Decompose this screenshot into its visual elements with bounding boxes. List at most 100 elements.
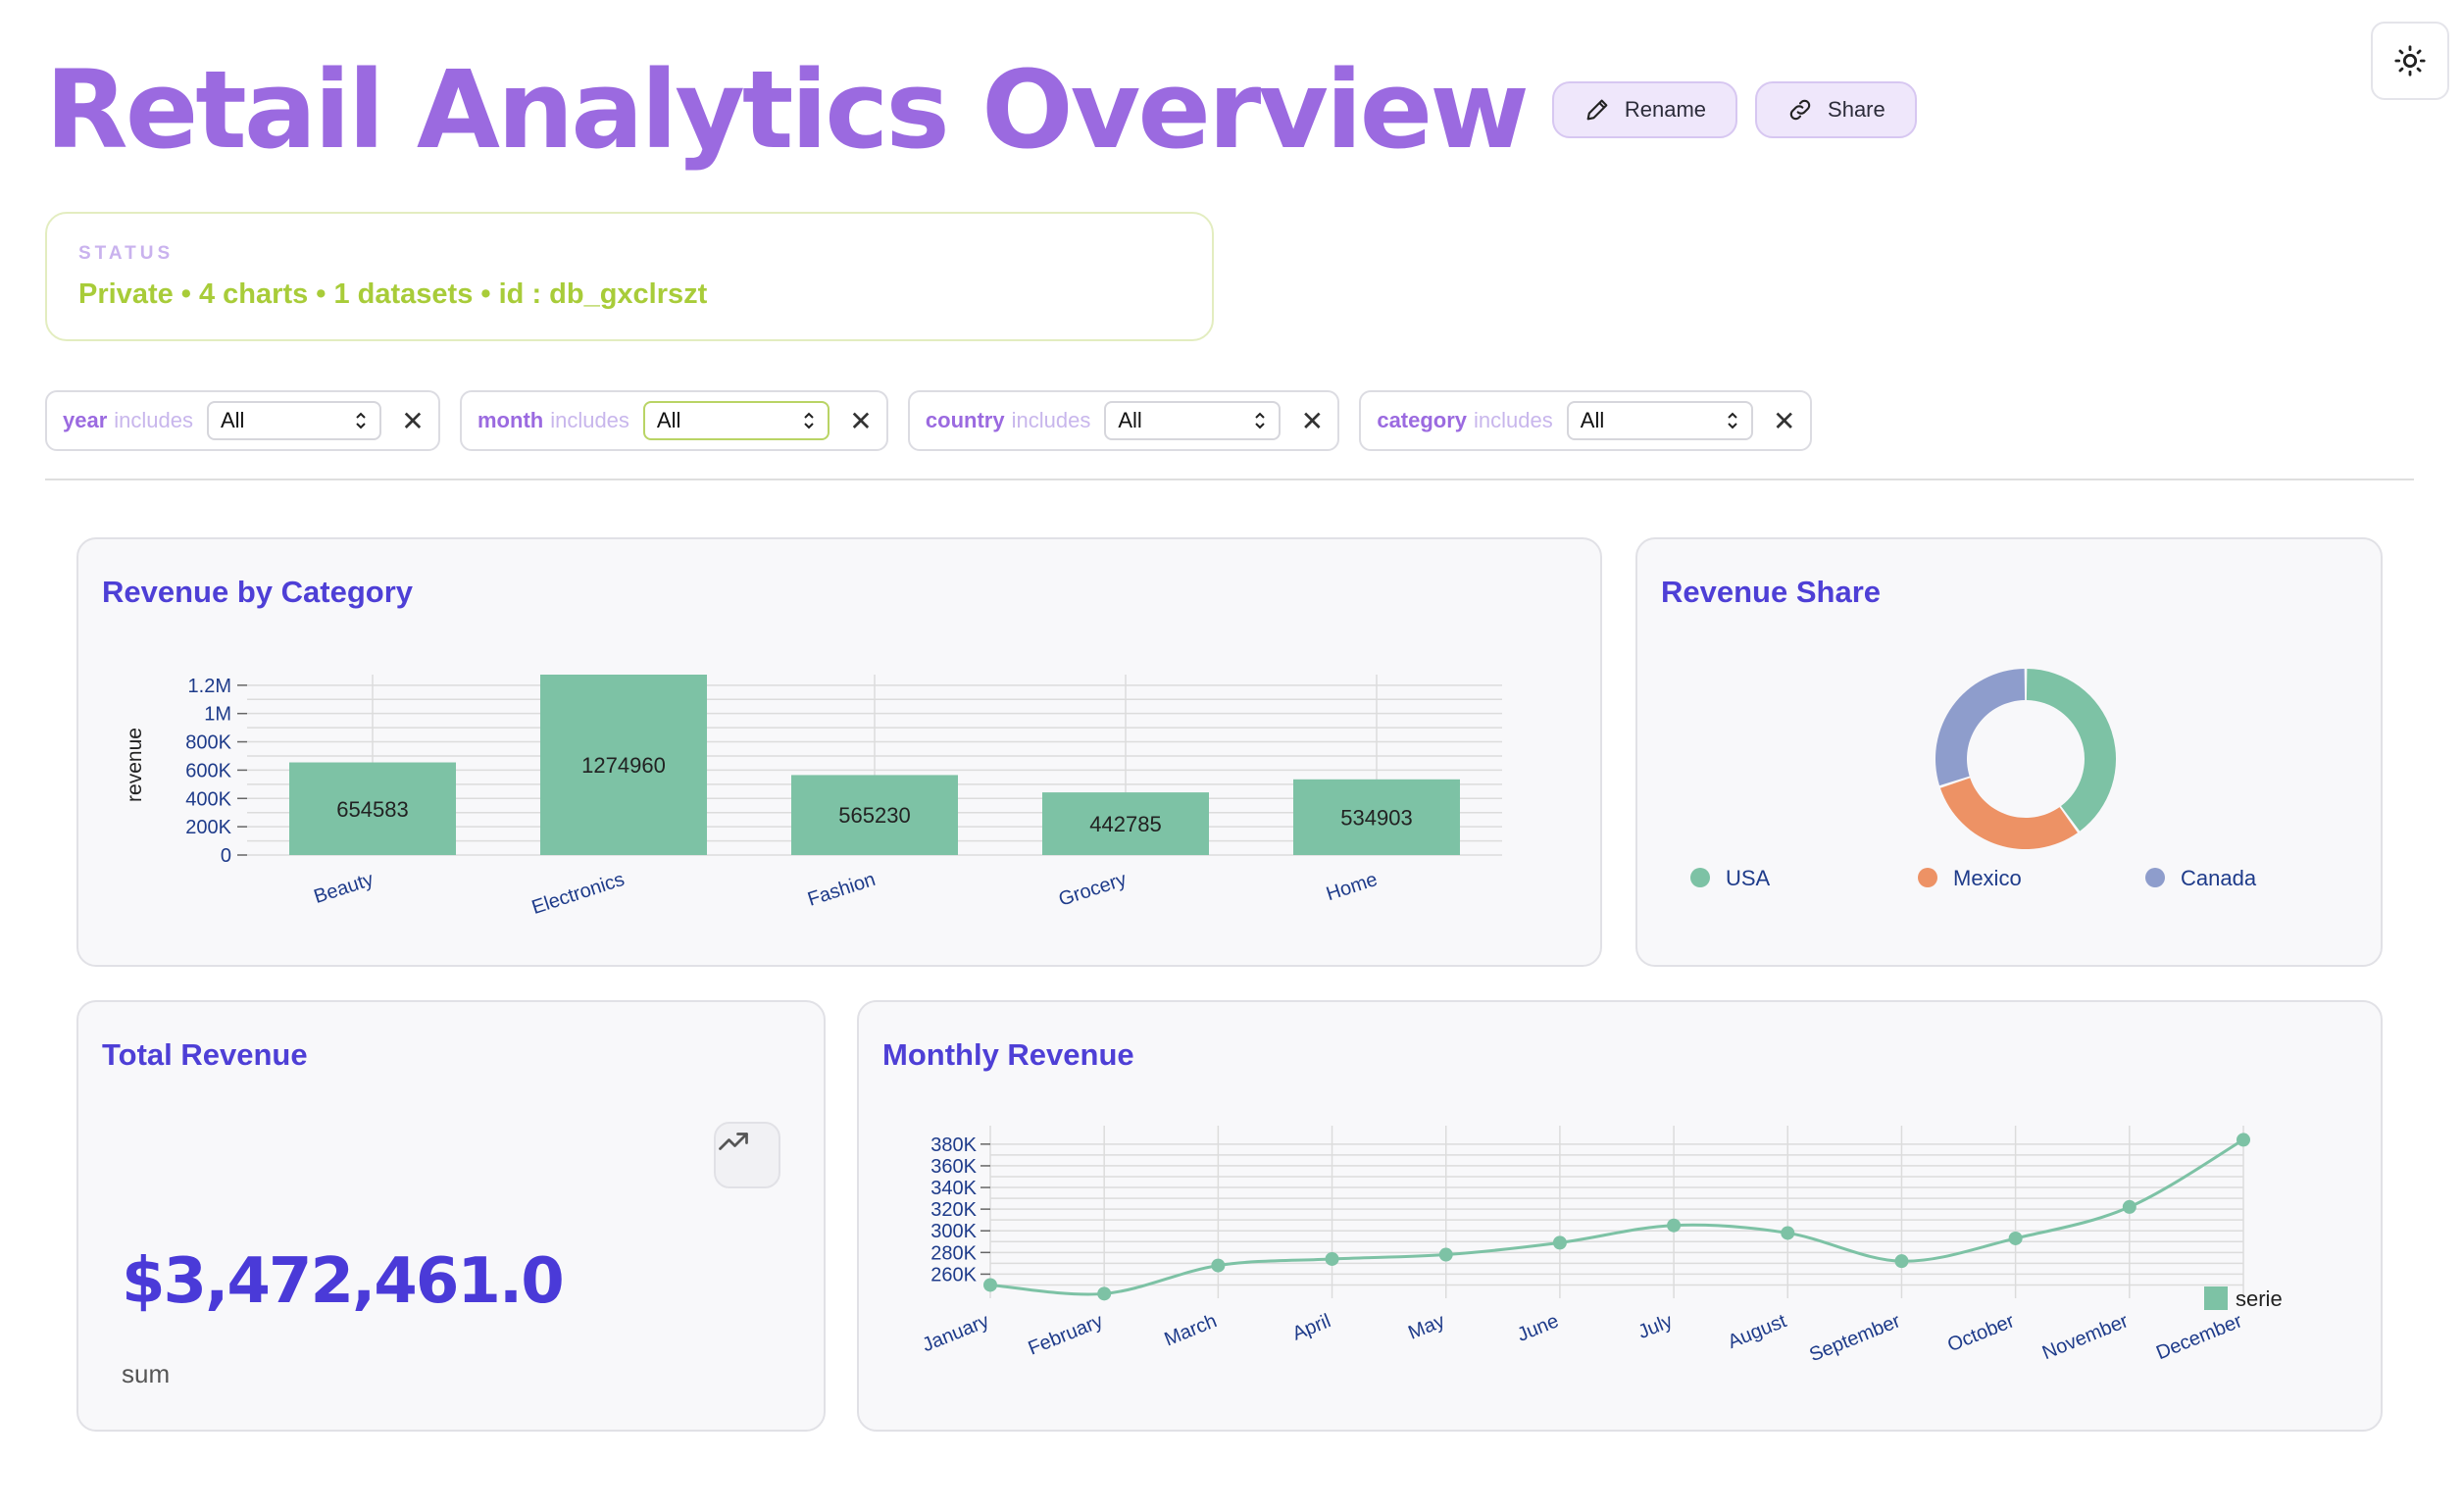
bar-value-label: 565230 (838, 803, 910, 828)
y-tick-label: 0 (221, 845, 231, 867)
filter-field: year (63, 408, 108, 432)
legend-label: USA (1726, 866, 1771, 890)
y-tick-label: 600K (185, 760, 231, 781)
filter-category: category includes All ✕ (1359, 390, 1812, 451)
legend-swatch (1690, 868, 1710, 887)
filter-category-select[interactable]: All (1566, 401, 1753, 440)
y-axis-label: revenue (124, 728, 146, 802)
chevron-updown-icon (1255, 412, 1266, 429)
x-tick-label: February (1026, 1310, 1106, 1359)
data-point (1211, 1258, 1226, 1273)
pie-slice (1935, 669, 2026, 786)
trend-button[interactable] (714, 1122, 780, 1188)
x-tick-label: October (1944, 1310, 2018, 1356)
pie-slice (1939, 778, 2078, 850)
theme-toggle-button[interactable] (2371, 22, 2449, 100)
close-icon[interactable]: ✕ (1773, 405, 1796, 436)
page-title: Retail Analytics Overview (45, 47, 1530, 173)
y-tick-label: 200K (185, 817, 231, 838)
close-icon[interactable]: ✕ (401, 405, 425, 436)
x-tick-label: Grocery (1056, 869, 1129, 911)
legend-label: Mexico (1953, 866, 2022, 890)
rename-label: Rename (1624, 97, 1707, 122)
bar (289, 762, 456, 855)
bar (1042, 792, 1209, 855)
share-button[interactable]: Share (1755, 81, 1917, 138)
x-tick-label: July (1635, 1310, 1676, 1343)
data-point (1667, 1218, 1682, 1233)
bar (791, 775, 958, 855)
card-total-revenue: Total Revenue $3,472,461.0 sum (76, 1000, 826, 1432)
x-tick-label: November (2039, 1310, 2132, 1364)
chevron-updown-icon (1728, 412, 1737, 429)
card-title: Revenue Share (1661, 575, 1881, 609)
x-tick-label: Home (1324, 869, 1381, 905)
close-icon[interactable]: ✕ (1300, 405, 1325, 436)
y-tick-label: 400K (185, 788, 231, 810)
legend-swatch (2204, 1286, 2228, 1310)
filter-month: month includes All ✕ (460, 390, 888, 451)
select-value: All (221, 408, 245, 432)
filter-country-select[interactable]: All (1104, 401, 1282, 440)
bar-value-label: 654583 (336, 797, 408, 822)
select-value: All (1118, 408, 1142, 432)
legend-swatch (1918, 868, 1937, 887)
x-tick-label: Beauty (312, 869, 377, 908)
bar-value-label: 534903 (1340, 805, 1412, 830)
x-tick-label: June (1514, 1310, 1561, 1346)
filter-month-select[interactable]: All (642, 401, 829, 440)
bar-value-label: 442785 (1089, 812, 1161, 836)
y-tick-label: 1M (204, 704, 231, 726)
filter-operator: includes (114, 408, 193, 432)
status-text: Private • 4 charts • 1 datasets • id : d… (78, 278, 708, 310)
x-tick-label: August (1725, 1310, 1789, 1353)
status-panel: STATUS Private • 4 charts • 1 datasets •… (45, 212, 1214, 341)
filter-year: year includes All ✕ (45, 390, 440, 451)
y-tick-label: 800K (185, 732, 231, 754)
pencil-icon (1586, 99, 1608, 121)
select-value: All (1580, 408, 1605, 432)
data-point (1894, 1254, 1909, 1269)
x-tick-label: September (1806, 1310, 1903, 1366)
divider (45, 479, 2414, 480)
donut-chart: USA Mexico Canada (1690, 669, 2257, 890)
data-point (1438, 1247, 1453, 1262)
rename-button[interactable]: Rename (1551, 81, 1738, 138)
x-tick-label: May (1405, 1310, 1447, 1344)
link-icon (1789, 99, 1811, 121)
bar-chart: 0 200K 400K 600K 800K 1M 1.2M revenue 654583 Beau… (124, 675, 1502, 919)
filter-operator: includes (550, 408, 629, 432)
x-tick-label: March (1161, 1310, 1220, 1350)
bar-value-label: 1274960 (581, 753, 666, 778)
chevron-updown-icon (804, 412, 814, 429)
filter-country: country includes All ✕ (907, 390, 1340, 451)
trending-up-icon (719, 1133, 748, 1150)
x-tick-label: April (1289, 1310, 1333, 1344)
y-tick-label: 380K (930, 1134, 977, 1156)
data-point (1781, 1226, 1795, 1240)
kpi-aggregation: sum (122, 1359, 171, 1388)
filter-operator: includes (1011, 408, 1091, 432)
y-tick-label: 320K (930, 1199, 977, 1221)
filter-year-select[interactable]: All (207, 401, 381, 440)
data-point (2237, 1133, 2250, 1147)
select-value: All (656, 408, 681, 432)
close-icon[interactable]: ✕ (849, 405, 873, 436)
y-tick-label: 260K (930, 1264, 977, 1285)
series-line (989, 1138, 2244, 1296)
filter-field: month (478, 408, 544, 432)
y-tick-label: 300K (930, 1221, 977, 1242)
legend-swatch (2145, 868, 2165, 887)
filter-field: country (925, 408, 1005, 432)
card-monthly-revenue: Monthly Revenue 260K 280K 300K 320K 340K 360K… (857, 1000, 2383, 1432)
card-revenue-share: Revenue Share USA Mexico Canada (1635, 537, 2383, 967)
filter-bar: year includes All ✕ month includes All ✕… (45, 390, 1812, 451)
data-point (1552, 1235, 1567, 1250)
dashboard-header: Retail Analytics Overview Rename Share (45, 51, 1917, 169)
kpi-value: $3,472,461.0 (122, 1245, 565, 1318)
y-tick-label: 360K (930, 1156, 977, 1178)
y-tick-label: 340K (930, 1178, 977, 1199)
y-tick-label: 280K (930, 1242, 977, 1264)
pie-slice (2026, 669, 2116, 832)
